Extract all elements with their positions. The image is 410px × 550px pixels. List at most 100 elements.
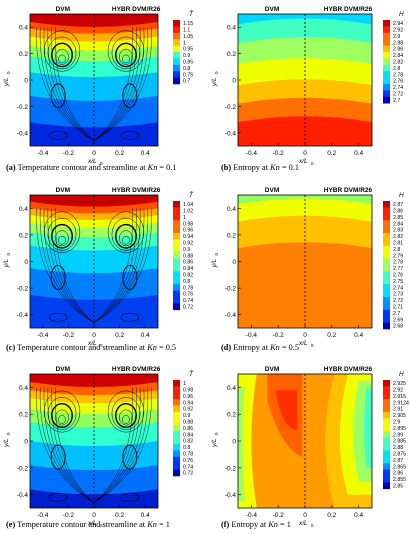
streamline	[36, 387, 95, 503]
label-right: HYBR DVM/R26	[112, 366, 161, 373]
plot-area	[238, 374, 372, 508]
caption-text: Temperature contour and streamline at	[15, 343, 147, 352]
streamline	[119, 409, 133, 426]
colorbar-tick-label: 2.74	[393, 85, 403, 91]
x-tick-label: -0.4	[37, 332, 49, 339]
caption: (d) Entropy at Kn = 0.5	[221, 343, 299, 352]
colorbar-tick-label: 2.92	[393, 388, 403, 394]
colorbar-tick-label: 2.8	[393, 66, 400, 72]
x-tick-label: 0	[92, 332, 96, 339]
colorbar-swatch	[383, 265, 390, 272]
y-axis-label-group: y/L 0	[211, 432, 219, 448]
streamline	[47, 36, 77, 70]
colorbar-swatch	[383, 424, 390, 432]
streamline	[50, 444, 66, 470]
caption-var: Kn	[269, 163, 280, 172]
label-right: HYBR DVM/R26	[324, 187, 373, 194]
colorbar-swatch	[173, 431, 180, 438]
streamline	[48, 313, 68, 322]
caption-var: Kn	[267, 520, 278, 529]
colorbar-swatch	[383, 39, 390, 46]
colorbar-tick-label: 2.81	[393, 241, 403, 247]
colorbar-swatch	[383, 58, 390, 66]
label-left: DVM	[56, 187, 70, 194]
streamline	[122, 415, 130, 424]
colorbar-swatch	[383, 96, 390, 104]
x-tick-label: 0.4	[354, 512, 363, 519]
x-tick-label: 0.2	[327, 332, 336, 339]
colorbar-tick-label: 2.94	[393, 21, 403, 27]
colorbar-tick-label: 2.905	[393, 413, 406, 419]
colorbar-swatch	[383, 201, 390, 208]
streamline	[55, 208, 95, 323]
colorbar-swatch	[173, 399, 180, 406]
colorbar-swatch	[383, 32, 390, 40]
x-tick-label: -0.2	[273, 512, 285, 519]
streamline	[47, 27, 95, 141]
y-axis-label: y/L	[3, 77, 10, 87]
colorbar-swatch	[383, 463, 390, 470]
colorbar-swatch	[383, 252, 390, 259]
colorbar-swatch	[173, 450, 180, 458]
colorbar-swatch	[383, 233, 390, 240]
streamline	[47, 387, 95, 503]
colorbar-swatch	[173, 20, 180, 27]
colorbar-swatch	[383, 239, 390, 247]
panel-e: DVM HYBR DVM/R26 -0.4 -0.2 0 0.2 0.4 0.4 0.2 0 -0.…	[3, 366, 194, 529]
colorbar-swatch	[173, 26, 180, 34]
colorbar-swatch	[383, 399, 390, 406]
caption-var: Kn	[146, 520, 157, 529]
label-right: HYBR DVM/R26	[324, 366, 373, 373]
streamline	[43, 27, 95, 141]
label-left: DVM	[265, 366, 279, 373]
streamline	[43, 387, 95, 503]
y-axis-label-group: y/L 0	[3, 432, 11, 448]
streamline	[39, 387, 95, 503]
streamline	[50, 83, 66, 109]
colorbar-tick-label: 0.9	[183, 247, 190, 253]
streamline	[111, 217, 141, 251]
colorbar-swatch	[173, 201, 180, 208]
streamline	[47, 208, 95, 323]
streamline	[107, 30, 145, 72]
streamline	[122, 54, 130, 64]
streamline	[51, 403, 73, 429]
colorbar-tick-label: 2.89	[393, 432, 403, 438]
colorbar-swatch	[383, 297, 390, 304]
x-axis-label: x/L	[298, 158, 308, 165]
colorbar-swatch	[173, 252, 180, 259]
colorbar-swatch	[383, 290, 390, 298]
caption: (c) Temperature contour and streamline a…	[6, 343, 176, 352]
colorbar-tick-label: 2.82	[393, 234, 403, 240]
colorbar-tick-label: 2.82	[393, 60, 403, 66]
x-tick-label: -0.2	[63, 150, 75, 157]
colorbar-tick-label: 2.78	[393, 72, 403, 78]
colorbar-title: H	[399, 11, 404, 18]
streamline	[122, 235, 130, 245]
streamline	[93, 208, 152, 323]
colorbar-tick-label: 0.84	[183, 266, 193, 272]
x-tick-label: 0.2	[115, 150, 124, 157]
streamline	[43, 30, 81, 72]
streamline	[43, 208, 95, 323]
caption-tag: (c)	[6, 343, 15, 352]
streamline	[55, 409, 69, 426]
colorbar-swatch	[173, 271, 180, 279]
colorbar-tick-label: 0.75	[183, 72, 193, 78]
x-tick-label: 0.4	[141, 332, 150, 339]
y-tick-label: 0.4	[227, 25, 236, 32]
colorbar-tick-label: 0.82	[183, 273, 193, 279]
colorbar-swatch	[173, 444, 180, 451]
panel-a: DVM HYBR DVM/R26 -0.4 -0.2 0 0.2 0.4 0.4 0.2 0 -0.…	[3, 6, 194, 172]
y-axis-label-sub: 0	[214, 253, 219, 256]
y-tick-label: 0.2	[227, 412, 236, 419]
colorbar-tick-label: 0.86	[183, 426, 193, 432]
streamline	[120, 492, 140, 502]
x-tick-label: 0	[92, 512, 96, 519]
y-axis-label-group: y/L 0	[211, 71, 219, 87]
contour-band	[238, 242, 372, 328]
colorbar-tick-label: 2.74	[393, 285, 403, 291]
colorbar-tick-label: 2.69	[393, 317, 403, 323]
x-tick-label: -0.4	[246, 150, 258, 157]
colorbar-swatch	[173, 64, 180, 72]
